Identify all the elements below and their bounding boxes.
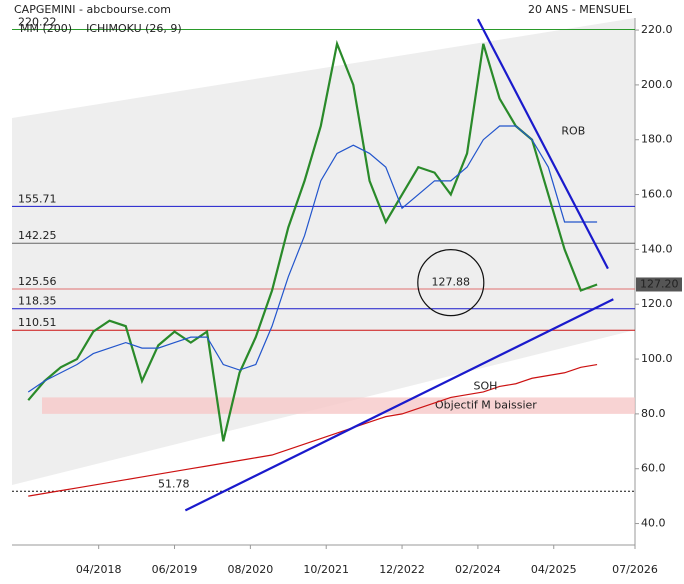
level-label: 220.22 <box>18 15 57 28</box>
level-label: 118.35 <box>18 295 57 308</box>
y-tick-label: 140.0 <box>641 242 673 255</box>
series-line <box>27 39 598 442</box>
target-zone <box>42 397 635 414</box>
chart-title: CAPGEMINI - abcbourse.com <box>14 3 171 16</box>
trend-channel <box>12 18 635 485</box>
x-tick-label: 04/2018 <box>76 563 122 576</box>
legend-entry: ICHIMOKU (26, 9) <box>86 22 182 35</box>
y-tick-label: 40.0 <box>641 517 666 530</box>
trendline-label: SOH <box>473 379 497 392</box>
target-label: Objectif M baissier <box>435 399 537 412</box>
series-line <box>27 125 598 393</box>
y-tick-label: 220.0 <box>641 23 673 36</box>
trendline-label: ROB <box>561 124 585 137</box>
y-tick-label: 160.0 <box>641 188 673 201</box>
level-label: 51.78 <box>158 477 190 490</box>
level-label: 110.51 <box>18 316 57 329</box>
note-label: 127.88 <box>432 276 471 289</box>
x-tick-label: 07/2026 <box>612 563 658 576</box>
y-tick-label: 100.0 <box>641 352 673 365</box>
x-tick-label: 02/2024 <box>455 563 501 576</box>
last-price-box <box>636 277 682 292</box>
x-tick-label: 08/2020 <box>228 563 274 576</box>
y-tick-label: 60.0 <box>641 462 666 475</box>
y-tick-label: 200.0 <box>641 78 673 91</box>
x-tick-label: 10/2021 <box>303 563 349 576</box>
x-tick-label: 06/2019 <box>152 563 198 576</box>
chart-subtitle: 20 ANS - MENSUEL <box>528 3 633 16</box>
x-tick-label: 12/2022 <box>379 563 425 576</box>
level-label: 155.71 <box>18 192 57 205</box>
x-tick-label: 04/2025 <box>531 563 577 576</box>
trendline <box>184 298 614 512</box>
y-tick-label: 180.0 <box>641 133 673 146</box>
trendline <box>476 18 609 270</box>
note-circle <box>417 249 485 317</box>
legend-entry: MM (200) <box>20 22 72 35</box>
y-tick-label: 120.0 <box>641 297 673 310</box>
last-price-label: 127.20 <box>640 277 679 290</box>
y-tick-label: 80.0 <box>641 407 666 420</box>
level-label: 142.25 <box>18 229 57 242</box>
level-label: 125.56 <box>18 275 57 288</box>
series-line <box>28 363 598 497</box>
